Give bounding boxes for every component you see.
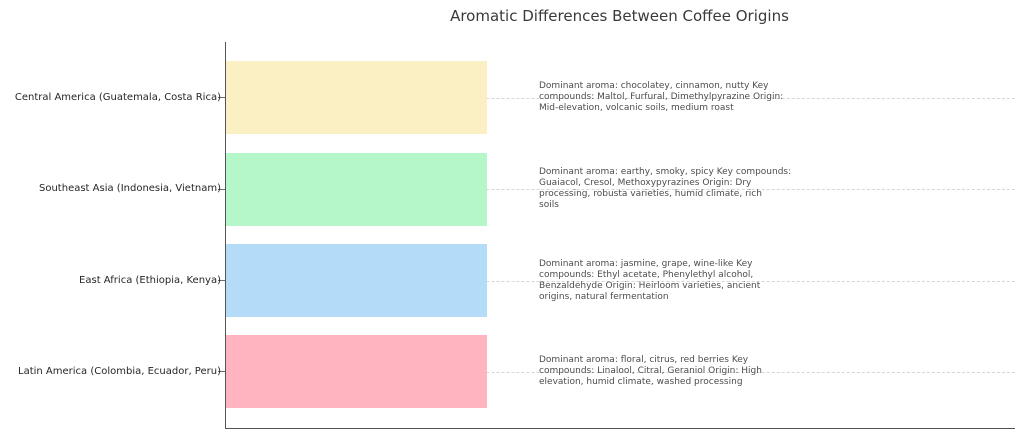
annotation-central-america: Dominant aroma: chocolatey, cinnamon, nu… — [539, 81, 784, 113]
y-axis-tick — [217, 280, 225, 281]
annotation-east-africa: Dominant aroma: jasmine, grape, wine-lik… — [539, 258, 761, 302]
gridline — [226, 189, 1015, 190]
y-tick-label-latin-america: Latin America (Colombia, Ecuador, Peru) — [18, 365, 221, 377]
y-tick-label-southeast-asia: Southeast Asia (Indonesia, Vietnam) — [39, 183, 221, 194]
y-axis-tick — [217, 188, 225, 190]
y-tick-label-east-africa: East Africa (Ethiopia, Kenya) — [79, 274, 221, 286]
y-axis-tick — [217, 97, 225, 98]
chart-title: Aromatic Differences Between Coffee Orig… — [450, 7, 789, 25]
bar-southeast-asia — [226, 152, 487, 226]
y-axis-tick — [217, 371, 225, 372]
gridline — [226, 280, 1015, 282]
y-tick-label-central-america: Central America (Guatemala, Costa Rica) — [14, 91, 221, 103]
annotation-latin-america: Dominant aroma: floral, citrus, red berr… — [539, 355, 762, 387]
plot-area: Dominant aroma: chocolatey, cinnamon, nu… — [217, 42, 1015, 429]
annotation-southeast-asia: Dominant aroma: earthy, smoky, spicy Key… — [539, 167, 792, 210]
bar-east-africa — [226, 244, 487, 317]
bar-latin-america — [226, 335, 487, 408]
gridline — [226, 371, 1015, 373]
gridline — [226, 97, 1015, 99]
bar-central-america — [226, 61, 487, 134]
